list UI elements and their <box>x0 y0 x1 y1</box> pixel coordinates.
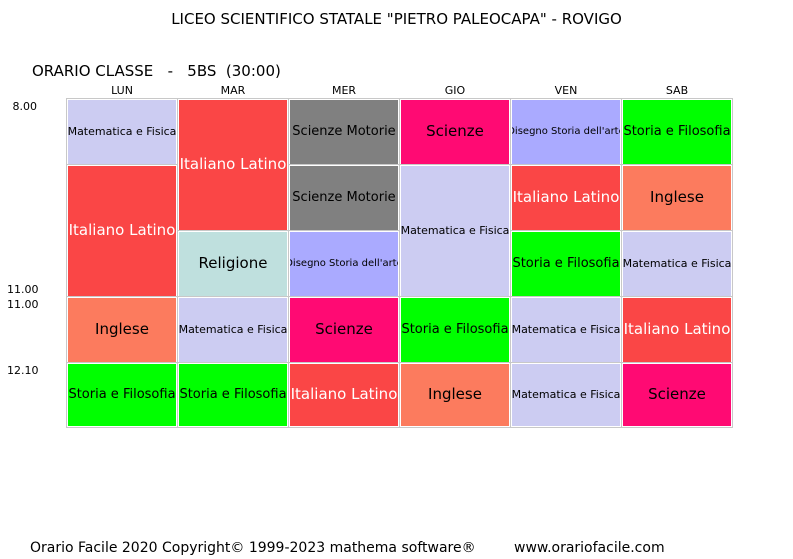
lesson-ven-4[interactable]: Matematica e Fisica <box>510 296 622 364</box>
lesson-lun-2-3[interactable]: Italiano Latino <box>66 164 178 298</box>
lesson-mer-4[interactable]: Scienze <box>288 296 400 364</box>
lesson-sab-1[interactable]: Storia e Filosofia <box>621 98 733 166</box>
school-title: LICEO SCIENTIFICO STATALE "PIETRO PALEOC… <box>171 10 622 28</box>
lesson-lun-4[interactable]: Inglese <box>66 296 178 364</box>
day-header-sab: SAB <box>665 84 689 97</box>
lesson-ven-3[interactable]: Storia e Filosofia <box>510 230 622 298</box>
lesson-lun-1[interactable]: Matematica e Fisica <box>66 98 178 166</box>
lesson-mer-3[interactable]: Disegno Storia dell'arte <box>288 230 400 298</box>
time-label-last: 12.10 <box>7 364 39 377</box>
lesson-mar-5[interactable]: Storia e Filosofia <box>177 362 289 428</box>
lesson-mer-1[interactable]: Scienze Motorie <box>288 98 400 166</box>
day-header-mar: MAR <box>220 84 246 97</box>
time-label-start: 8.00 <box>12 100 38 113</box>
class-title: ORARIO CLASSE - 5BS (30:00) <box>32 62 281 80</box>
lesson-mer-5[interactable]: Italiano Latino <box>288 362 400 428</box>
lesson-gio-4[interactable]: Storia e Filosofia <box>399 296 511 364</box>
day-header-ven: VEN <box>554 84 578 97</box>
lesson-ven-2[interactable]: Italiano Latino <box>510 164 622 232</box>
time-label-block-start: 11.00 <box>7 298 39 311</box>
lesson-sab-4[interactable]: Italiano Latino <box>621 296 733 364</box>
day-header-mer: MER <box>331 84 357 97</box>
lesson-ven-1[interactable]: Disegno Storia dell'arte <box>510 98 622 166</box>
footer-copyright: Orario Facile 2020 Copyright© 1999-2023 … <box>30 540 476 556</box>
lesson-gio-1[interactable]: Scienze <box>399 98 511 166</box>
lesson-mar-4[interactable]: Matematica e Fisica <box>177 296 289 364</box>
lesson-ven-5[interactable]: Matematica e Fisica <box>510 362 622 428</box>
time-label-block-end: 11.00 <box>7 283 39 296</box>
lesson-gio-2-3[interactable]: Matematica e Fisica <box>399 164 511 298</box>
lesson-sab-2[interactable]: Inglese <box>621 164 733 232</box>
lesson-mar-3[interactable]: Religione <box>177 230 289 298</box>
day-header-gio: GIO <box>444 84 466 97</box>
lesson-mer-2[interactable]: Scienze Motorie <box>288 164 400 232</box>
footer-website-link[interactable]: www.orariofacile.com <box>514 540 665 556</box>
lesson-lun-5[interactable]: Storia e Filosofia <box>66 362 178 428</box>
day-header-lun: LUN <box>111 84 133 97</box>
lesson-sab-5[interactable]: Scienze <box>621 362 733 428</box>
lesson-mar-1-2[interactable]: Italiano Latino <box>177 98 289 232</box>
lesson-gio-5[interactable]: Inglese <box>399 362 511 428</box>
lesson-sab-3[interactable]: Matematica e Fisica <box>621 230 733 298</box>
